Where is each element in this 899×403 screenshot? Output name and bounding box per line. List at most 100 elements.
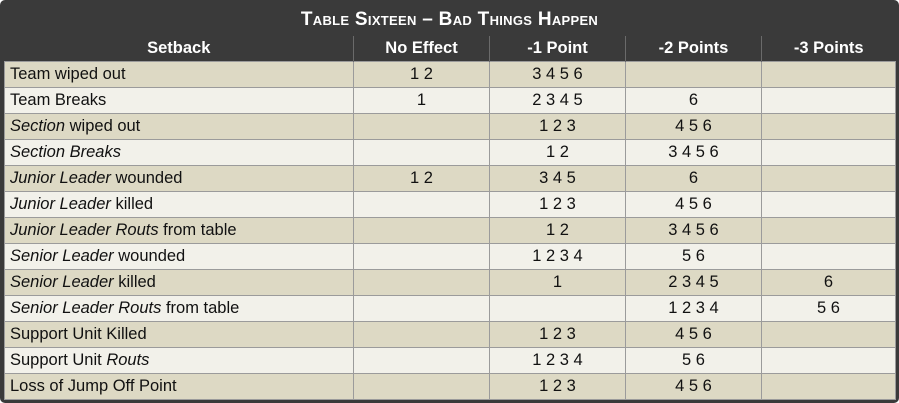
minus-2-points-cell: 5 6 [625, 243, 762, 270]
setback-cell: Senior Leader Routs from table [4, 295, 354, 322]
setback-cell: Section wiped out [4, 113, 354, 140]
setback-text: wiped out [65, 117, 141, 135]
setback-italic-text: Section Breaks [10, 143, 121, 161]
minus-2-points-cell: 4 5 6 [625, 191, 762, 218]
setback-text: killed [110, 195, 154, 213]
minus-2-points-cell: 6 [625, 165, 762, 192]
setback-cell: Junior Leader wounded [4, 165, 354, 192]
minus-1-point-cell [489, 295, 626, 322]
minus-3-points-cell [761, 347, 896, 374]
minus-1-point-cell: 3 4 5 6 [489, 61, 626, 88]
setback-text: wounded [110, 169, 183, 187]
no-effect-cell [353, 295, 490, 322]
setback-text: wounded [113, 247, 186, 265]
minus-2-points-cell: 5 6 [625, 347, 762, 374]
setback-text: killed [113, 273, 156, 291]
minus-1-point-cell: 1 [489, 269, 626, 296]
minus-3-points-cell [761, 321, 896, 348]
minus-3-points-cell: 6 [761, 269, 896, 296]
setback-cell: Team Breaks [4, 87, 354, 114]
no-effect-cell [353, 347, 490, 374]
column-header-minus-1-point: -1 Point [489, 36, 626, 62]
setback-cell: Section Breaks [4, 139, 354, 166]
no-effect-cell [353, 321, 490, 348]
column-header-minus-2-points: -2 Points [625, 36, 762, 62]
setback-text: Support Unit [10, 351, 107, 369]
minus-2-points-cell: 2 3 4 5 [625, 269, 762, 296]
minus-2-points-cell: 3 4 5 6 [625, 139, 762, 166]
minus-1-point-cell: 1 2 [489, 139, 626, 166]
setback-italic-text: Junior Leader [10, 169, 111, 187]
minus-3-points-cell [761, 373, 896, 400]
setback-italic-text: Senior Leader [10, 273, 114, 291]
setback-text: from table [161, 299, 240, 317]
setback-cell: Junior Leader Routs from table [4, 217, 354, 244]
setback-italic-text: Routs [106, 351, 150, 369]
table-title: Table Sixteen – Bad Things Happen [300, 9, 599, 30]
minus-2-points-cell [625, 61, 762, 88]
setback-text: Support Unit Killed [10, 325, 147, 343]
column-header-no-effect: No Effect [353, 36, 490, 62]
minus-1-point-cell: 1 2 3 [489, 113, 626, 140]
no-effect-cell [353, 373, 490, 400]
setback-text: Loss of Jump Off Point [10, 377, 177, 395]
minus-3-points-cell [761, 191, 896, 218]
setback-italic-text: Junior Leader Routs [10, 221, 159, 239]
minus-3-points-cell: 5 6 [761, 295, 896, 322]
no-effect-cell [353, 139, 490, 166]
bad-things-table: Setback No Effect -1 Point -2 Points -3 … [4, 36, 896, 400]
minus-3-points-cell [761, 61, 896, 88]
minus-1-point-cell: 1 2 [489, 217, 626, 244]
minus-2-points-cell: 4 5 6 [625, 321, 762, 348]
minus-1-point-cell: 3 4 5 [489, 165, 626, 192]
column-header-minus-3-points: -3 Points [761, 36, 896, 62]
minus-1-point-cell: 1 2 3 4 [489, 347, 626, 374]
no-effect-cell [353, 269, 490, 296]
setback-italic-text: Senior Leader Routs [10, 299, 162, 317]
setback-cell: Loss of Jump Off Point [4, 373, 354, 400]
minus-3-points-cell [761, 139, 896, 166]
no-effect-cell: 1 [353, 87, 490, 114]
minus-1-point-cell: 1 2 3 [489, 321, 626, 348]
setback-text: Team wiped out [10, 65, 126, 83]
setback-cell: Junior Leader killed [4, 191, 354, 218]
no-effect-cell [353, 113, 490, 140]
minus-1-point-cell: 1 2 3 [489, 373, 626, 400]
setback-italic-text: Senior Leader [10, 247, 114, 265]
setback-italic-text: Section [10, 117, 66, 135]
minus-3-points-cell [761, 243, 896, 270]
setback-cell: Support Unit Killed [4, 321, 354, 348]
setback-cell: Support Unit Routs [4, 347, 354, 374]
minus-2-points-cell: 4 5 6 [625, 113, 762, 140]
minus-2-points-cell: 3 4 5 6 [625, 217, 762, 244]
no-effect-cell [353, 243, 490, 270]
minus-1-point-cell: 1 2 3 [489, 191, 626, 218]
setback-text: from table [158, 221, 237, 239]
minus-2-points-cell: 6 [625, 87, 762, 114]
column-header-setback: Setback [4, 36, 354, 62]
header-row: Setback No Effect -1 Point -2 Points -3 … [4, 36, 896, 62]
minus-3-points-cell [761, 217, 896, 244]
setback-cell: Senior Leader wounded [4, 243, 354, 270]
setback-italic-text: Junior Leader [10, 195, 111, 213]
minus-3-points-cell [761, 165, 896, 192]
setback-cell: Team wiped out [4, 61, 354, 88]
no-effect-cell [353, 217, 490, 244]
minus-2-points-cell: 1 2 3 4 [625, 295, 762, 322]
no-effect-cell: 1 2 [353, 61, 490, 88]
minus-3-points-cell [761, 87, 896, 114]
setback-text: Team Breaks [10, 91, 107, 109]
